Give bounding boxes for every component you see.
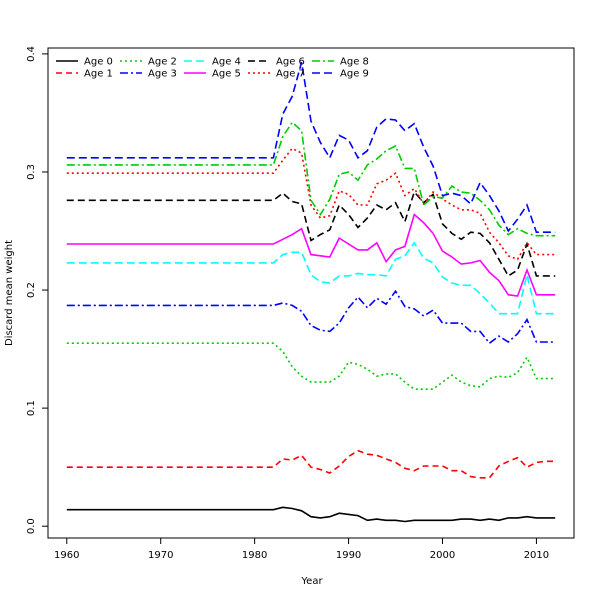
- y-tick-label: 0.4: [26, 46, 37, 62]
- x-tick-label: 1960: [54, 550, 79, 561]
- series-lines: [66, 61, 556, 523]
- y-axis: 0.0 0.1 0.2 0.3 0.4: [26, 46, 48, 534]
- series-line-age-8: [66, 121, 556, 237]
- legend-label: Age 7: [276, 69, 305, 80]
- y-tick-label: 0.2: [26, 282, 37, 298]
- series-line-age-5: [66, 213, 556, 297]
- series-line-age-1: [66, 449, 556, 479]
- series-line-age-3: [66, 289, 556, 345]
- legend-label: Age 4: [212, 57, 241, 68]
- series-line-age-7: [66, 147, 556, 261]
- y-tick-label: 0.0: [26, 518, 37, 534]
- series-line-age-2: [66, 342, 556, 391]
- x-tick-label: 1970: [148, 550, 173, 561]
- legend-label: Age 8: [340, 57, 369, 68]
- plot-frame: [47, 47, 575, 539]
- y-tick-label: 0.3: [26, 164, 37, 180]
- y-axis-label: Discard mean weight: [4, 240, 15, 346]
- x-tick-label: 1980: [242, 550, 267, 561]
- legend-label: Age 9: [340, 69, 369, 80]
- x-tick-label: 2000: [430, 550, 455, 561]
- x-tick-label: 1990: [336, 550, 361, 561]
- series-line-age-6: [66, 190, 556, 278]
- y-tick-label: 0.1: [26, 400, 37, 416]
- legend-label: Age 0: [84, 57, 113, 68]
- legend-label: Age 3: [148, 69, 177, 80]
- series-line-age-0: [66, 506, 556, 523]
- legend-label: Age 5: [212, 69, 241, 80]
- x-axis-label: Year: [300, 576, 323, 587]
- x-axis: 1960 1970 1980 1990 2000 2010: [54, 538, 549, 561]
- legend-label: Age 6: [276, 57, 305, 68]
- legend-label: Age 1: [84, 69, 113, 80]
- series-line-age-9: [66, 61, 556, 233]
- x-tick-label: 2010: [524, 550, 549, 561]
- legend-label: Age 2: [148, 57, 177, 68]
